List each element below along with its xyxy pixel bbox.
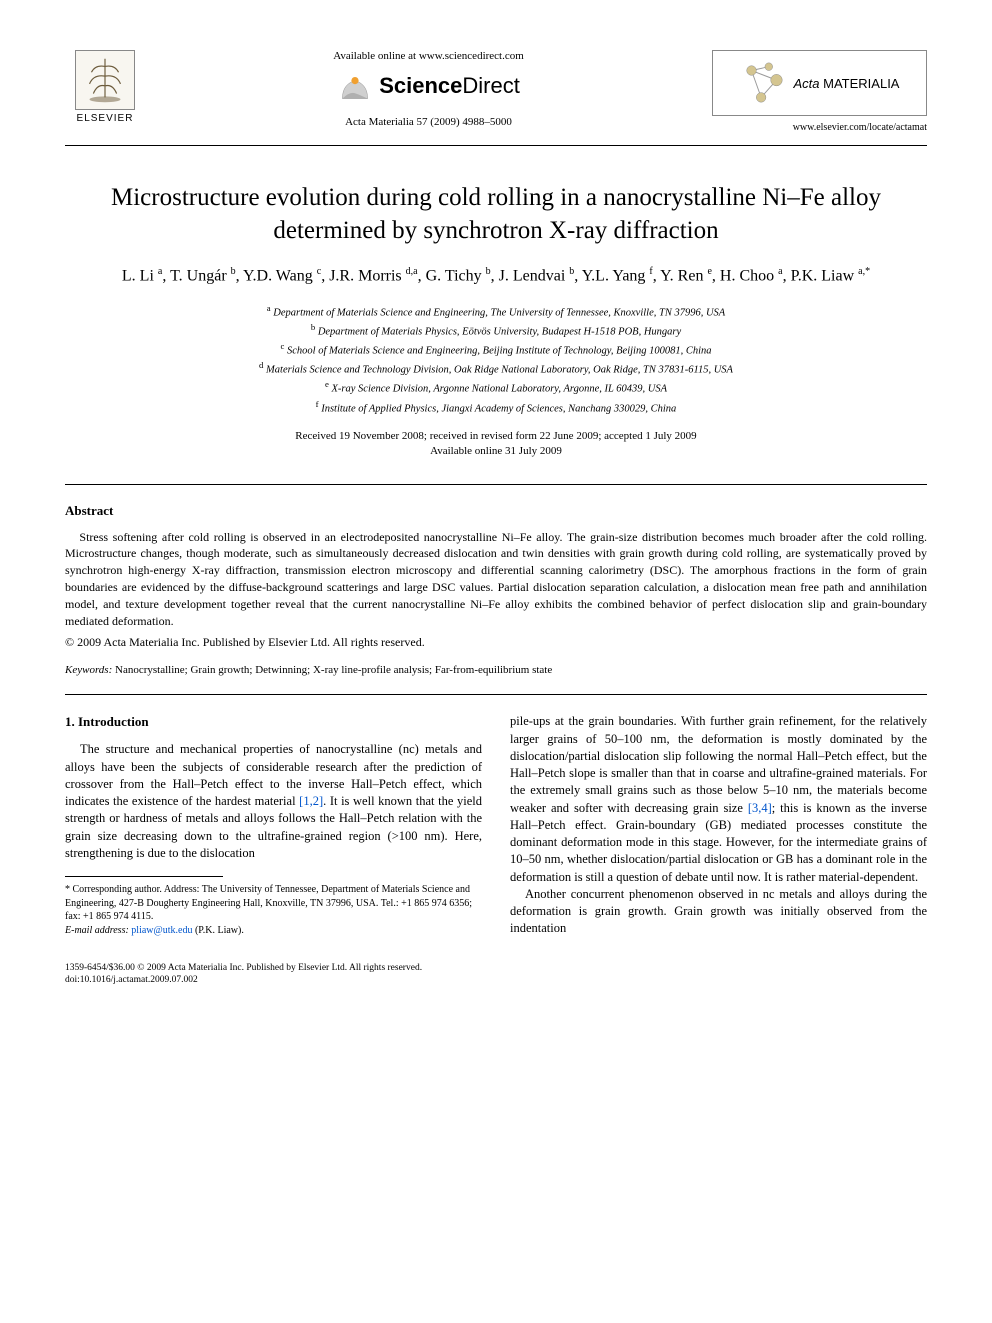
body-columns: 1. Introduction The structure and mechan… xyxy=(65,713,927,937)
journal-logo-block: Acta MATERIALIA www.elsevier.com/locate/… xyxy=(712,50,927,133)
footnote-email-label: E-mail address: xyxy=(65,925,129,936)
elsevier-logo: ELSEVIER xyxy=(65,50,145,124)
elsevier-label: ELSEVIER xyxy=(77,113,134,124)
keywords-text: Nanocrystalline; Grain growth; Detwinnin… xyxy=(112,664,552,676)
footnote-email-suffix: (P.K. Liaw). xyxy=(195,925,244,936)
ref-link-3-4[interactable]: [3,4] xyxy=(748,801,772,815)
abstract-heading: Abstract xyxy=(65,503,927,519)
dates-online: Available online 31 July 2009 xyxy=(65,444,927,459)
footnote-separator xyxy=(65,876,223,877)
affiliation-line: a Department of Materials Science and En… xyxy=(65,302,927,321)
intro-para-2: pile-ups at the grain boundaries. With f… xyxy=(510,713,927,886)
affiliation-line: b Department of Materials Physics, Eötvö… xyxy=(65,321,927,340)
section-heading-intro: 1. Introduction xyxy=(65,713,482,731)
footnote-address: * Corresponding author. Address: The Uni… xyxy=(65,883,482,924)
post-abstract-rule xyxy=(65,694,927,695)
available-online-text: Available online at www.sciencedirect.co… xyxy=(165,50,692,62)
affiliations: a Department of Materials Science and En… xyxy=(65,302,927,417)
sciencedirect-text: ScienceDirect xyxy=(379,73,520,99)
intro-para-3: Another concurrent phenomenon observed i… xyxy=(510,886,927,938)
affiliation-line: c School of Materials Science and Engine… xyxy=(65,340,927,359)
footer-doi: doi:10.1016/j.actamat.2009.07.002 xyxy=(65,974,927,986)
pre-abstract-rule xyxy=(65,484,927,485)
affiliation-line: f Institute of Applied Physics, Jiangxi … xyxy=(65,398,927,417)
corresponding-author-footnote: * Corresponding author. Address: The Uni… xyxy=(65,883,482,937)
header-center: Available online at www.sciencedirect.co… xyxy=(145,50,712,128)
journal-header: ELSEVIER Available online at www.science… xyxy=(65,50,927,133)
footer-copyright: 1359-6454/$36.00 © 2009 Acta Materialia … xyxy=(65,962,927,974)
elsevier-tree-icon xyxy=(75,50,135,110)
keywords-line: Keywords: Nanocrystalline; Grain growth;… xyxy=(65,664,927,676)
abstract-text: Stress softening after cold rolling is o… xyxy=(65,529,927,630)
article-title: Microstructure evolution during cold rol… xyxy=(95,182,897,247)
author-list: L. Li a, T. Ungár b, Y.D. Wang c, J.R. M… xyxy=(65,265,927,288)
acta-materialia-icon xyxy=(740,59,788,107)
page-footer: 1359-6454/$36.00 © 2009 Acta Materialia … xyxy=(65,962,927,987)
affiliation-line: d Materials Science and Technology Divis… xyxy=(65,359,927,378)
ref-link-1-2[interactable]: [1,2] xyxy=(299,794,323,808)
sciencedirect-icon xyxy=(337,68,373,104)
keywords-label: Keywords: xyxy=(65,664,112,676)
footnote-email-line: E-mail address: pliaw@utk.edu (P.K. Liaw… xyxy=(65,924,482,938)
journal-url: www.elsevier.com/locate/actamat xyxy=(712,122,927,133)
article-dates: Received 19 November 2008; received in r… xyxy=(65,429,927,460)
affiliation-line: e X-ray Science Division, Argonne Nation… xyxy=(65,378,927,397)
header-rule xyxy=(65,145,927,146)
sciencedirect-logo: ScienceDirect xyxy=(337,68,520,104)
citation-line: Acta Materialia 57 (2009) 4988–5000 xyxy=(165,116,692,128)
dates-received: Received 19 November 2008; received in r… xyxy=(65,429,927,444)
intro-para-1: The structure and mechanical properties … xyxy=(65,741,482,862)
abstract-copyright: © 2009 Acta Materialia Inc. Published by… xyxy=(65,635,927,650)
journal-box: Acta MATERIALIA xyxy=(712,50,927,116)
journal-name: Acta MATERIALIA xyxy=(794,76,900,91)
footnote-email-link[interactable]: pliaw@utk.edu xyxy=(129,925,195,936)
